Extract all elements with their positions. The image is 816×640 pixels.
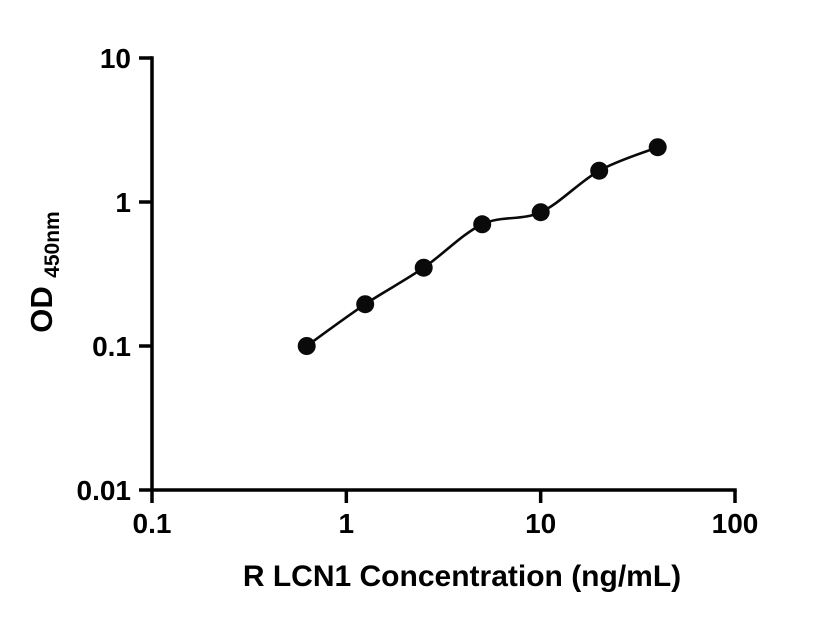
x-tick-label: 1 <box>339 508 355 539</box>
data-point <box>648 138 667 157</box>
y-tick-label: 10 <box>100 43 131 74</box>
axes <box>150 56 737 492</box>
data-point <box>531 203 550 222</box>
data-point <box>590 161 609 180</box>
y-tick-label: 0.1 <box>92 331 131 362</box>
y-tick-label: 0.01 <box>77 475 132 506</box>
data-point <box>297 337 316 355</box>
y-axis-title-subscript: 450nm <box>41 211 64 278</box>
x-tick-label: 100 <box>712 508 759 539</box>
y-axis-title-main: OD <box>24 286 59 333</box>
x-tick-label: 0.1 <box>133 508 172 539</box>
data-point <box>473 215 492 234</box>
y-tick-label: 1 <box>115 187 131 218</box>
ticks <box>139 56 737 503</box>
data-points <box>297 138 667 355</box>
axis-frame <box>150 56 737 492</box>
data-point <box>356 295 375 314</box>
data-point <box>414 258 433 277</box>
x-axis-title: R LCN1 Concentration (ng/mL) <box>243 560 681 593</box>
y-axis-title: OD 450nm <box>24 211 64 332</box>
x-tick-label: 10 <box>525 508 556 539</box>
